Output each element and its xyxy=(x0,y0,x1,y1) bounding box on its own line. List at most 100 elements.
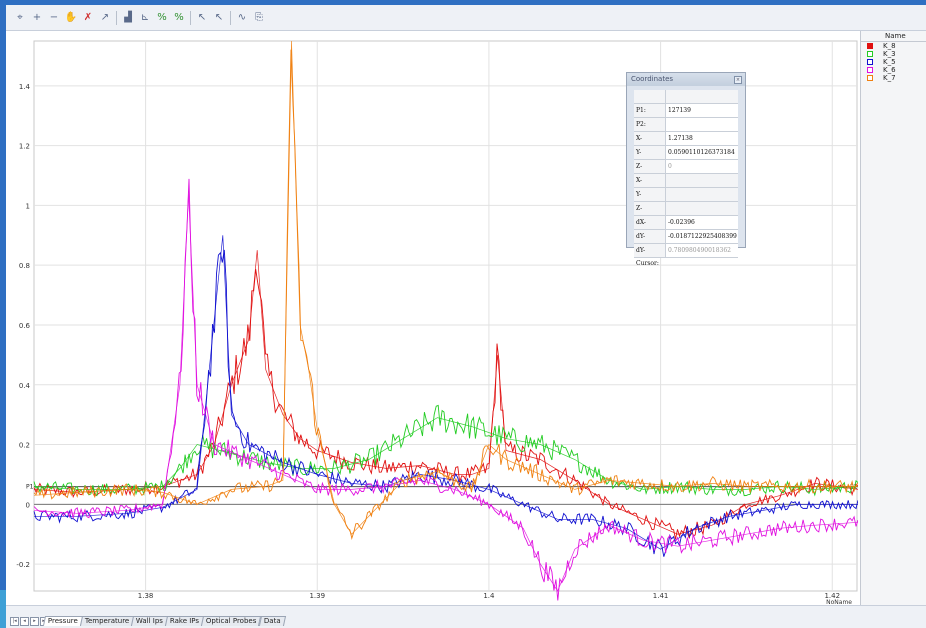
legend-item-label: K_5 xyxy=(883,58,896,66)
tab-temperature[interactable]: Temperature xyxy=(79,616,135,626)
coordinates-row: X-Cursor2: xyxy=(634,174,738,197)
coordinates-value[interactable]: 0.0590110126373184 xyxy=(668,149,735,156)
legend-swatch[interactable] xyxy=(867,67,873,73)
legend-swatch[interactable] xyxy=(867,43,873,49)
zoom-out-icon[interactable]: − xyxy=(49,11,59,23)
tab-label: Optical Probes xyxy=(206,617,257,625)
zoom-in-icon[interactable]: + xyxy=(32,11,42,23)
coordinates-row: X-Cursor1:1.27138 xyxy=(634,132,738,155)
coordinates-value[interactable] xyxy=(666,174,738,187)
coordinates-value[interactable]: 1.27138 xyxy=(668,135,693,142)
series-line-k-3[interactable] xyxy=(33,404,859,497)
select-tool-icon[interactable]: ⌖ xyxy=(17,11,23,23)
legend-header: Name xyxy=(861,31,926,42)
first-tab-icon[interactable]: |◂ xyxy=(10,617,19,626)
chart-cursor: P1 P1 xyxy=(26,484,858,491)
legend-item[interactable]: K_6 xyxy=(861,66,926,74)
y-tick-label: -0.2 xyxy=(16,561,30,569)
tab-pressure[interactable]: Pressure xyxy=(42,616,83,626)
export-icon[interactable]: ⎘ xyxy=(255,11,263,23)
axis-icon[interactable]: ⊾ xyxy=(140,11,150,23)
series-envelope-k-7 xyxy=(33,40,858,535)
percent-icon[interactable]: % xyxy=(157,11,167,23)
tab-label: Temperature xyxy=(84,617,130,625)
x-tick-label: 1.38 xyxy=(138,592,154,600)
coordinates-value[interactable] xyxy=(666,188,738,201)
delete-icon[interactable]: ✗ xyxy=(83,11,93,23)
coordinates-key: Z-Cursor1: xyxy=(634,160,666,183)
toolbar-separator xyxy=(116,10,117,25)
coordinates-value xyxy=(666,90,738,103)
sheet-tab-bar: |◂ ◂ ▸ ▸| Pressure Temperature Wall Ips … xyxy=(6,605,926,628)
coordinates-window[interactable]: Coordinates × P1:127139 P2: X-Cursor1:1.… xyxy=(626,72,746,267)
coordinates-row: P2: xyxy=(634,118,738,132)
coordinates-value[interactable]: 0 xyxy=(668,163,672,170)
y-tick-label: 1 xyxy=(26,202,30,210)
tab-label: Data xyxy=(263,617,281,625)
prev-tab-icon[interactable]: ◂ xyxy=(20,617,29,626)
legend-item[interactable]: K_8 xyxy=(861,42,926,50)
coordinates-key: dX-Cursor: xyxy=(634,216,666,239)
curve-icon[interactable]: ∿ xyxy=(237,11,247,23)
x-tick-label: 1.39 xyxy=(309,592,325,600)
series-envelope-k-3 xyxy=(33,417,859,490)
series-line-k-5[interactable] xyxy=(33,249,859,557)
y-tick-label: 1.4 xyxy=(19,83,31,91)
chart-ticks: 1.4 1.2 1 0.8 0.6 0.4 0.2 0 -0.2 1.38 1.39 1.4 1.41 1… xyxy=(16,83,852,606)
toolbar-separator xyxy=(230,10,231,25)
tab-optical-probes[interactable]: Optical Probes xyxy=(201,616,262,626)
coordinates-row: dX-Cursor:-0.02396 xyxy=(634,216,738,239)
tab-rake-ips[interactable]: Rake IPs xyxy=(165,616,205,626)
legend-item[interactable]: K_3 xyxy=(861,50,926,58)
window-left-edge-accent xyxy=(0,590,10,628)
tab-data[interactable]: Data xyxy=(258,616,286,626)
coordinates-value[interactable] xyxy=(666,118,738,131)
cursor-label: P1 xyxy=(850,484,858,491)
coordinates-value[interactable]: -0.0187122925408399 xyxy=(668,233,737,240)
y-tick-label: 0.8 xyxy=(19,262,30,270)
x-tick-label: 1.42 xyxy=(824,592,840,600)
chart-type-icon[interactable]: ▟ xyxy=(124,11,132,23)
window-top-edge xyxy=(0,0,926,5)
next-tab-icon[interactable]: ▸ xyxy=(30,617,39,626)
tab-label: Pressure xyxy=(47,617,78,625)
percent-off-icon[interactable]: % xyxy=(174,11,184,23)
cursor-icon[interactable]: ↗ xyxy=(100,11,110,23)
tab-label: Rake IPs xyxy=(170,617,200,625)
coordinates-value[interactable]: 0.780980490018362 xyxy=(668,247,731,254)
tab-wall-ips[interactable]: Wall Ips xyxy=(131,616,169,626)
y-tick-label: 0.4 xyxy=(19,382,31,390)
legend-item[interactable]: K_7 xyxy=(861,74,926,82)
cursor-tool-icon[interactable]: ↖ xyxy=(197,11,207,23)
legend-swatch[interactable] xyxy=(867,51,873,57)
coordinates-key: dY-Cursor: xyxy=(634,230,666,253)
coordinates-row: Z-Cursor2: xyxy=(634,202,738,225)
coordinates-row: Z-Cursor1:0 xyxy=(634,160,738,183)
coordinates-key: P1: xyxy=(634,104,666,117)
coordinates-row: Y-Cursor2: xyxy=(634,188,738,211)
coordinates-value[interactable]: 127139 xyxy=(668,107,691,114)
coordinates-key: Y-Cursor1: xyxy=(634,146,666,169)
legend-item-label: K_7 xyxy=(883,74,896,82)
coordinates-value[interactable] xyxy=(666,202,738,215)
coordinates-title: Coordinates xyxy=(631,75,674,83)
y-tick-label: 0 xyxy=(26,501,30,509)
close-icon[interactable]: × xyxy=(734,76,742,84)
pan-icon[interactable]: ✋ xyxy=(64,11,78,23)
coordinates-value[interactable]: -0.02396 xyxy=(668,219,695,226)
coordinates-key xyxy=(634,90,666,103)
legend-swatch[interactable] xyxy=(867,59,873,65)
series-line-k-8[interactable] xyxy=(33,269,859,540)
legend-item[interactable]: K_5 xyxy=(861,58,926,66)
legend-swatch[interactable] xyxy=(867,75,873,81)
y-tick-label: 0.2 xyxy=(19,442,30,450)
cursor-tool2-icon[interactable]: ↖ xyxy=(214,11,224,23)
line-chart[interactable]: P1 P1 1.41.210.80.60.40.20-0.21.38 1.39 1.4… xyxy=(6,31,859,606)
coordinates-row: dY-Cursor: 0.780980490018362 xyxy=(634,244,738,267)
coordinates-key: P2: xyxy=(634,118,666,131)
x-tick-label: 1.41 xyxy=(653,592,669,600)
series-line-k-6[interactable] xyxy=(33,178,859,601)
y-tick-label: 0.6 xyxy=(19,322,31,330)
legend-header-label: Name xyxy=(885,32,906,40)
coordinates-titlebar[interactable]: Coordinates × xyxy=(627,73,745,86)
